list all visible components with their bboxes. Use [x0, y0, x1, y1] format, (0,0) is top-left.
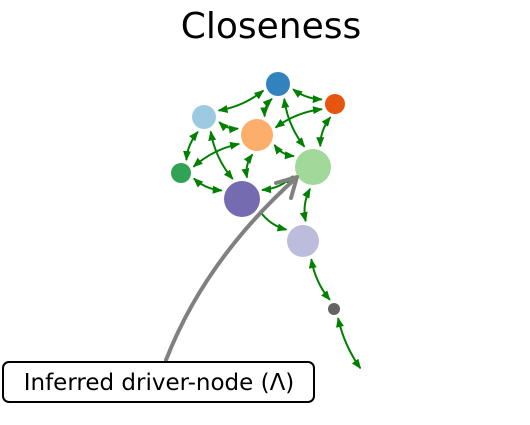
edge-blue-orange-dark [292, 88, 323, 104]
edges-layer [183, 88, 362, 370]
edge-purple-lavender [259, 210, 288, 232]
edge-orange-light-purple [241, 153, 254, 179]
annotation-arrowhead [274, 175, 299, 200]
edge-gray-offscreen [336, 317, 362, 370]
edge-blue-light-purple [208, 130, 234, 180]
node-blue [266, 72, 290, 96]
edge-blue-light-green [183, 131, 199, 162]
edge-blue-orange-light [260, 98, 273, 118]
node-orange-dark [325, 94, 345, 114]
edge-orange-light-green [192, 141, 241, 168]
edge-blue-light-orange-light [218, 121, 240, 134]
edge-green-light-lavender [299, 187, 311, 223]
annotation-label: Inferred driver-node (Λ) [24, 370, 295, 396]
diagram-title: Closeness [181, 6, 362, 47]
node-gray [328, 303, 340, 315]
node-blue-light [192, 105, 216, 129]
annotation-box [2, 361, 315, 403]
edge-blue-light-blue [217, 89, 265, 113]
nodes-layer [171, 72, 345, 315]
node-green-light [295, 149, 331, 185]
edge-blue-green-light [281, 97, 306, 148]
driver-node-annotation: Inferred driver-node (Λ) [2, 175, 315, 403]
edge-orange-dark-orange-light [274, 106, 323, 129]
node-green [171, 163, 191, 183]
node-lavender [287, 225, 319, 257]
edge-lavender-gray [308, 258, 331, 301]
edge-green-purple [193, 177, 223, 194]
edge-orange-light-green-light [273, 144, 295, 160]
node-orange-light [241, 119, 273, 151]
edge-orange-dark-green-light [316, 116, 332, 148]
annotation-arrow [164, 176, 298, 362]
node-purple [224, 181, 260, 217]
